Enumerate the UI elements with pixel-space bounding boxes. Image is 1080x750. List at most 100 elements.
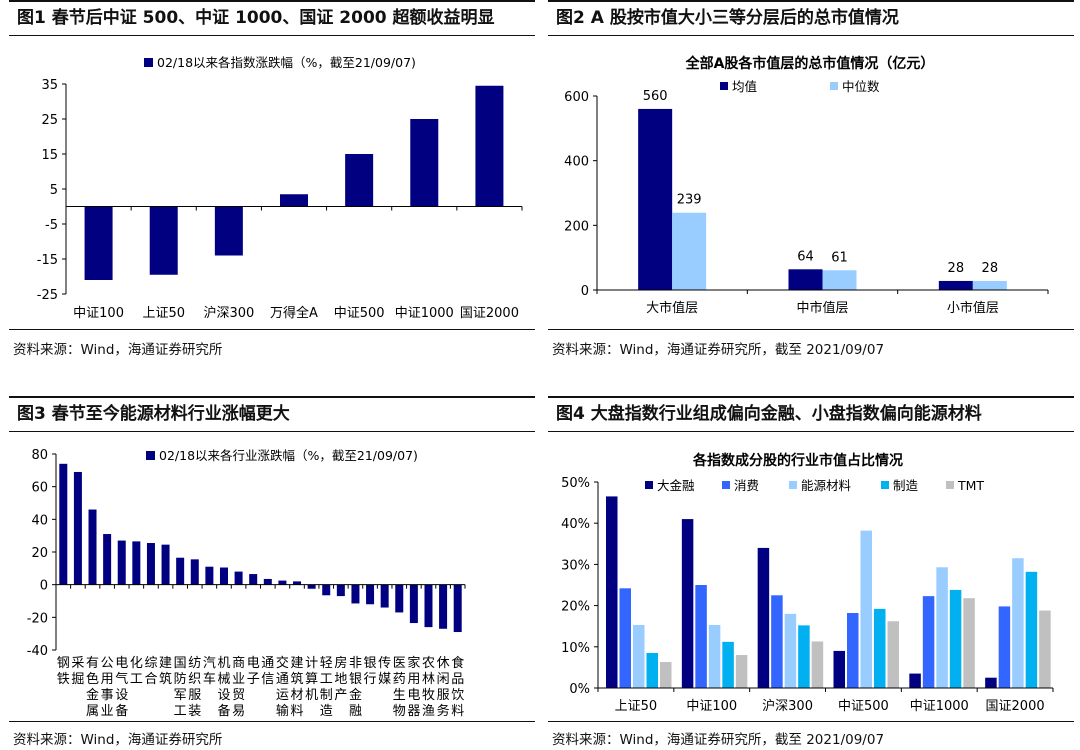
bar (722, 641, 734, 688)
x-tick-label: 电气设备 (115, 656, 128, 719)
bar (619, 588, 631, 688)
bar (59, 463, 68, 585)
figure-1-title: 图1 春节后中证 500、中证 1000、国证 2000 超额收益明显 (9, 0, 535, 36)
x-tick-label: 综合 (144, 656, 157, 687)
data-label: 28 (982, 261, 999, 276)
x-tick-label: 非银金融 (349, 656, 362, 719)
y-tick-label: 60 (31, 481, 48, 496)
x-tick-label: 中证500 (334, 306, 385, 321)
bar (771, 595, 783, 688)
y-tick-label: -20 (27, 611, 48, 626)
legend-label: TMT (957, 478, 984, 493)
x-tick-label: 采掘 (71, 656, 84, 687)
bar (351, 584, 360, 604)
x-tick-label: 中证100 (686, 699, 737, 714)
x-tick-label: 上证50 (142, 306, 185, 321)
bar (103, 534, 112, 585)
bar (117, 540, 126, 585)
x-tick-label: 公用事业 (101, 656, 114, 719)
bar (307, 584, 316, 589)
bar (646, 652, 658, 688)
x-tick-label: 化工 (130, 656, 143, 687)
bar (633, 624, 645, 688)
bar (73, 471, 82, 585)
data-label: 560 (643, 89, 668, 104)
bar (214, 206, 243, 256)
y-tick-label: 35 (41, 78, 58, 93)
y-tick-label: 0 (581, 284, 589, 299)
x-tick-label: 休闲服务 (437, 656, 450, 719)
y-tick-label: 5 (50, 183, 58, 198)
y-tick-label: 20 (31, 546, 48, 561)
bar (1012, 558, 1024, 688)
legend-swatch (946, 481, 954, 489)
y-tick-label: -5 (45, 218, 58, 233)
bar (322, 584, 331, 596)
legend-swatch (720, 82, 728, 90)
bar (453, 584, 462, 633)
bar (278, 580, 287, 585)
x-tick-label: 汽车 (203, 656, 216, 687)
legend-label: 消费 (734, 478, 759, 493)
x-tick-label: 上证50 (615, 699, 658, 714)
bar (88, 509, 97, 585)
x-tick-label: 小市值层 (947, 300, 999, 316)
data-label: 28 (948, 261, 965, 276)
legend-swatch (144, 58, 153, 67)
bar (132, 541, 141, 585)
y-tick-label: 40 (31, 513, 48, 528)
bar (380, 584, 389, 608)
bar (695, 585, 707, 688)
y-tick-label: 20% (561, 600, 590, 615)
x-tick-label: 建筑材料 (291, 656, 304, 719)
bar (874, 608, 886, 688)
bar (833, 650, 845, 688)
x-tick-label: 电子 (247, 656, 260, 687)
data-label: 61 (831, 250, 848, 265)
x-tick-label: 银行 (364, 656, 377, 687)
x-tick-label: 通信 (261, 656, 274, 687)
legend-swatch (789, 481, 797, 489)
bar (424, 584, 433, 628)
figure-3-box: 02/18以来各行业涨跌幅（%，截至21/09/07) 80 60 40 20 0 -20 -… (9, 432, 535, 722)
y-tick-label: 0 (40, 579, 48, 594)
bar (219, 567, 228, 585)
bar (205, 566, 214, 585)
legend-label: 均值 (732, 79, 757, 94)
bar (161, 544, 170, 585)
x-tick-label: 建筑 (159, 656, 172, 687)
x-tick-label: 计算机 (305, 656, 318, 703)
figure-4-box: 各指数成分股的行业市值占比情况 大金融 消费 能源材料 制造 TMT 50% 40% 30% 20… (548, 432, 1074, 722)
legend-label: 大金融 (657, 478, 695, 493)
x-tick-label: 房地产 (334, 655, 347, 703)
y-tick-label: 0% (569, 682, 590, 697)
x-tick-label: 中证500 (838, 699, 889, 714)
figure-3-title: 图3 春节至今能源材料行业涨幅更大 (9, 396, 535, 432)
bar (176, 557, 185, 585)
bar (972, 280, 1007, 290)
bar (366, 584, 375, 605)
bar (938, 280, 973, 290)
bar (146, 543, 155, 585)
chart-1: 02/18以来各指数涨跌幅（%，截至21/09/07) 35 25 15 5 -5 -15 -… (37, 55, 523, 321)
x-tick-label: 机械设备 (217, 656, 230, 719)
bar (985, 677, 997, 688)
legend-swatch (722, 481, 730, 489)
y-tick-label: 30% (561, 558, 590, 573)
data-label: 239 (677, 193, 702, 208)
x-tick-label: 家用电器 (407, 655, 420, 719)
figure-4-source: 资料来源：Wind，海通证券研究所，截至 2021/09/07 (552, 732, 885, 748)
y-tick-label: 400 (564, 155, 589, 170)
y-tick-label: 40% (561, 517, 590, 532)
bar (936, 567, 948, 688)
bar (681, 519, 694, 688)
bar (475, 85, 504, 207)
figure-1-source: 资料来源：Wind，海通证券研究所 (13, 342, 223, 358)
bar (922, 596, 935, 688)
x-tick-label: 国防军工 (174, 656, 187, 719)
bar (788, 269, 823, 290)
x-tick-label: 食品饮料 (451, 655, 464, 719)
y-tick-label: 15 (41, 148, 58, 163)
x-tick-label: 医药生物 (393, 656, 406, 719)
